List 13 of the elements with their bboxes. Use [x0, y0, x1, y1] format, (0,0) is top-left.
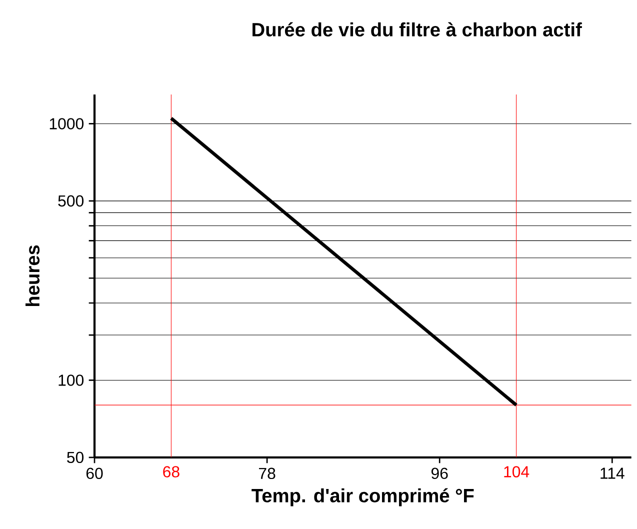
ref-line-label: 68	[163, 466, 180, 478]
ref-line-label: 104	[504, 466, 530, 478]
x-tick-label: 60	[86, 468, 103, 479]
x-tick-label: 114	[600, 468, 624, 479]
chart-title: Durée de vie du filtre à charbon actif	[252, 22, 582, 36]
y-tick-label: 1000	[50, 118, 84, 130]
y-tick-label: 50	[67, 452, 84, 463]
y-axis-title: heures	[26, 245, 40, 306]
x-tick-label: 78	[259, 468, 276, 479]
x-tick-label: 96	[431, 468, 448, 479]
y-tick-label: 500	[58, 195, 84, 206]
y-tick-label: 100	[58, 374, 84, 386]
x-axis-title: Temp. d'air comprimé °F	[252, 488, 474, 506]
